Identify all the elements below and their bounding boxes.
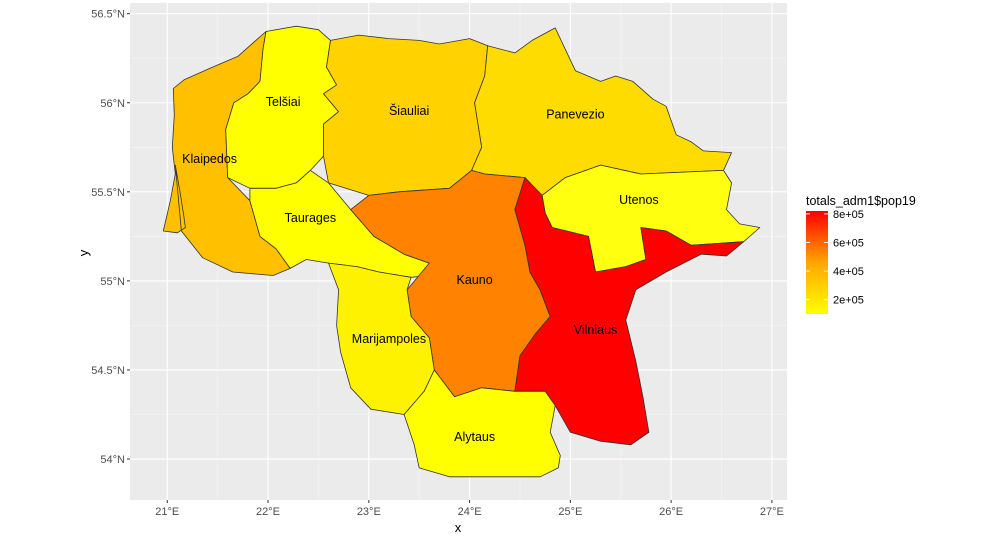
x-tick-label: 21°E <box>155 506 179 518</box>
x-tick-label: 25°E <box>558 506 582 518</box>
legend-tick-label: 4e+05 <box>833 266 864 278</box>
x-axis-ticks: 21°E 22°E 23°E 24°E 25°E 26°E 27°E <box>155 500 784 518</box>
region-label-utenos: Utenos <box>619 193 659 207</box>
region-labels-layer: Klaipedos Telšiai Šiauliai Panevezio Utenos T… <box>182 95 659 444</box>
legend-tick-label: 6e+05 <box>833 237 864 249</box>
x-tick-label: 26°E <box>659 506 683 518</box>
y-tick-label: 55.5°N <box>91 187 125 199</box>
region-alytaus <box>403 369 561 478</box>
x-tick-label: 27°E <box>760 506 784 518</box>
y-axis-title: y <box>76 249 91 256</box>
x-axis-title: x <box>455 520 462 535</box>
legend-tick-label: 8e+05 <box>833 209 864 221</box>
region-label-vilniaus: Vilniaus <box>574 323 618 337</box>
region-label-marijampoles: Marijampoles <box>352 332 426 346</box>
y-axis-ticks: 54°N 54.5°N 55°N 55.5°N 56°N 56.5°N <box>91 9 130 466</box>
y-tick-label: 55°N <box>100 276 125 288</box>
x-tick-label: 23°E <box>357 506 381 518</box>
region-label-kauno: Kauno <box>457 273 493 287</box>
y-tick-label: 54.5°N <box>91 365 125 377</box>
legend: totals_adm1$pop19 2e+05 4e+05 6e+05 8e+05 <box>806 194 916 314</box>
legend-tick-label: 2e+05 <box>833 295 864 307</box>
y-tick-label: 56.5°N <box>91 9 125 21</box>
y-tick-label: 54°N <box>100 454 125 466</box>
legend-ticks: 2e+05 4e+05 6e+05 8e+05 <box>806 209 864 307</box>
region-label-tel-iai: Telšiai <box>266 95 301 109</box>
regions-layer <box>162 25 761 478</box>
region-label--iauliai: Šiauliai <box>389 103 429 118</box>
region-label-alytaus: Alytaus <box>454 430 495 444</box>
legend-colorbar <box>806 211 828 314</box>
region-label-taurages: Taurages <box>285 211 336 225</box>
y-tick-label: 56°N <box>100 98 125 110</box>
region-label-panevezio: Panevezio <box>546 108 604 122</box>
legend-title: totals_adm1$pop19 <box>806 194 916 208</box>
region-vilniaus <box>514 177 745 446</box>
x-tick-label: 24°E <box>458 506 482 518</box>
x-tick-label: 22°E <box>256 506 280 518</box>
region-label-klaipedos: Klaipedos <box>182 152 237 166</box>
